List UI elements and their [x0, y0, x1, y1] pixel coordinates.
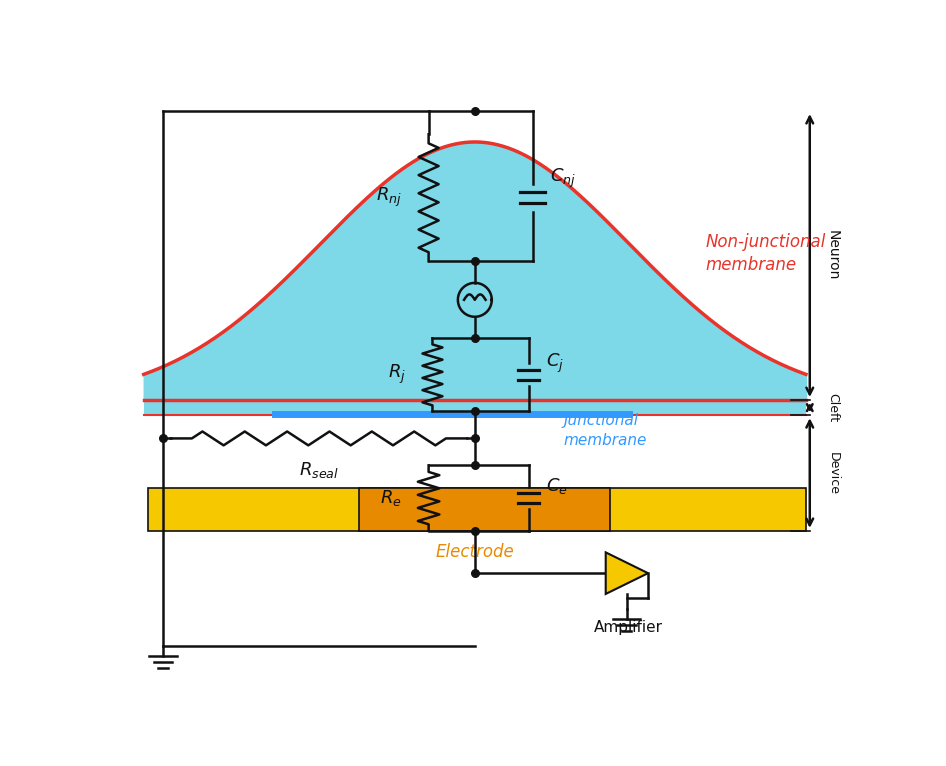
Point: [467, 567, 482, 579]
Text: $R_{\mathregular{e}}$: $R_{\mathregular{e}}$: [380, 488, 402, 508]
Text: Amplifier: Amplifier: [594, 620, 663, 634]
Polygon shape: [605, 552, 648, 594]
Point: [467, 460, 482, 472]
Text: $R_{\mathregular{seal}}$: $R_{\mathregular{seal}}$: [299, 460, 339, 480]
Text: $R_{\mathregular{j}}$: $R_{\mathregular{j}}$: [388, 363, 406, 386]
Point: [467, 432, 482, 444]
Text: $R_{\mathregular{nj}}$: $R_{\mathregular{nj}}$: [376, 186, 402, 209]
Bar: [144, 400, 806, 415]
Text: Non-junctional
membrane: Non-junctional membrane: [706, 233, 826, 274]
Text: Junctional
membrane: Junctional membrane: [564, 414, 647, 448]
Bar: [148, 489, 806, 531]
Point: [467, 255, 482, 267]
Text: Electrode: Electrode: [435, 542, 515, 561]
Text: $C_{\mathregular{nj}}$: $C_{\mathregular{nj}}$: [550, 166, 575, 190]
Text: $C_{\mathregular{j}}$: $C_{\mathregular{j}}$: [546, 352, 564, 375]
Bar: [359, 489, 609, 531]
Point: [467, 332, 482, 345]
Text: Device: Device: [827, 452, 839, 495]
Point: [467, 525, 482, 537]
Text: $C_{\mathregular{e}}$: $C_{\mathregular{e}}$: [546, 476, 568, 496]
Point: [467, 105, 482, 117]
Text: Neuron: Neuron: [826, 231, 840, 280]
Point: [467, 405, 482, 417]
Point: [155, 432, 170, 444]
Text: Cleft: Cleft: [827, 393, 839, 422]
